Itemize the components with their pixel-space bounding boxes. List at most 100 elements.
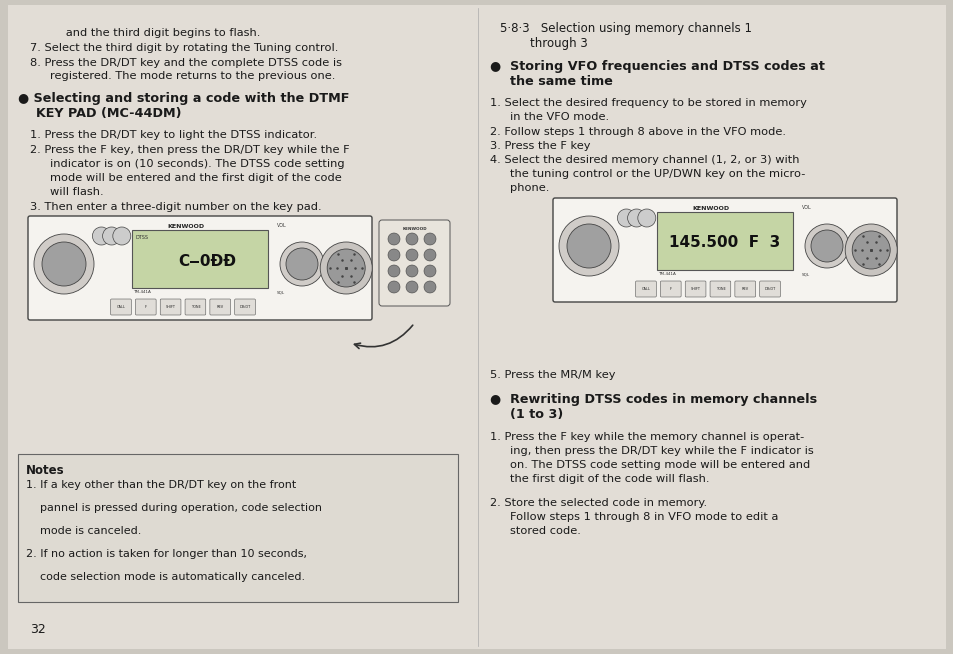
Text: 8. Press the DR/DT key and the complete DTSS code is: 8. Press the DR/DT key and the complete … [30,58,341,68]
FancyBboxPatch shape [659,281,680,297]
FancyBboxPatch shape [111,299,132,315]
Text: TONE: TONE [191,305,200,309]
FancyBboxPatch shape [28,216,372,320]
Text: KENWOOD: KENWOOD [168,224,205,229]
Text: VOL: VOL [276,223,286,228]
Text: will flash.: will flash. [50,187,104,197]
Text: 1. Press the DR/DT key to light the DTSS indicator.: 1. Press the DR/DT key to light the DTSS… [30,130,316,140]
Circle shape [406,265,417,277]
Circle shape [112,227,131,245]
Circle shape [423,265,436,277]
Text: Follow steps 1 through 8 in VFO mode to edit a: Follow steps 1 through 8 in VFO mode to … [510,512,778,522]
Circle shape [627,209,645,227]
Text: mode will be entered and the first digit of the code: mode will be entered and the first digit… [50,173,341,183]
Circle shape [327,249,365,287]
Circle shape [406,233,417,245]
Text: the first digit of the code will flash.: the first digit of the code will flash. [510,474,709,484]
Text: ing, then press the DR/DT key while the F indicator is: ing, then press the DR/DT key while the … [510,446,813,456]
Text: the tuning control or the UP/DWN key on the micro-: the tuning control or the UP/DWN key on … [510,169,804,179]
Text: 2. Press the F key, then press the DR/DT key while the F: 2. Press the F key, then press the DR/DT… [30,145,349,155]
Text: 4. Select the desired memory channel (1, 2, or 3) with: 4. Select the desired memory channel (1,… [490,155,799,165]
Text: SQL: SQL [801,273,809,277]
Text: ●  Storing VFO frequencies and DTSS codes at: ● Storing VFO frequencies and DTSS codes… [490,60,824,73]
Text: ● Selecting and storing a code with the DTMF: ● Selecting and storing a code with the … [18,92,349,105]
FancyBboxPatch shape [210,299,231,315]
FancyBboxPatch shape [709,281,730,297]
Text: mode is canceled.: mode is canceled. [26,526,141,536]
Text: CALL: CALL [640,287,650,291]
Circle shape [638,209,655,227]
Circle shape [34,234,94,294]
FancyBboxPatch shape [135,299,156,315]
Circle shape [844,224,896,276]
Text: pannel is pressed during operation, code selection: pannel is pressed during operation, code… [26,503,322,513]
Text: phone.: phone. [510,183,549,193]
Text: 2. Store the selected code in memory.: 2. Store the selected code in memory. [490,498,706,508]
Text: and the third digit begins to flash.: and the third digit begins to flash. [55,28,260,38]
Text: 145.500  F  3: 145.500 F 3 [669,235,780,250]
Circle shape [810,230,842,262]
Text: KEY PAD (MC-44DM): KEY PAD (MC-44DM) [36,107,181,120]
Circle shape [388,249,399,261]
Text: 1. If a key other than the DR/DT key on the front: 1. If a key other than the DR/DT key on … [26,480,296,490]
Circle shape [617,209,635,227]
Circle shape [558,216,618,276]
Circle shape [320,242,372,294]
Text: code selection mode is automatically canceled.: code selection mode is automatically can… [26,572,305,582]
Bar [657,212,792,270]
Text: SQL: SQL [276,291,284,295]
Text: 1. Press the F key while the memory channel is operat-: 1. Press the F key while the memory chan… [490,432,803,442]
Text: stored code.: stored code. [510,526,580,536]
FancyBboxPatch shape [759,281,780,297]
Text: 1. Select the desired frequency to be stored in memory: 1. Select the desired frequency to be st… [490,98,806,108]
Circle shape [103,227,120,245]
FancyBboxPatch shape [234,299,255,315]
Circle shape [42,242,86,286]
Text: SHIFT: SHIFT [166,305,175,309]
Text: DR/DT: DR/DT [763,287,775,291]
Text: Notes: Notes [26,464,65,477]
Circle shape [566,224,610,268]
Circle shape [286,248,317,280]
FancyBboxPatch shape [553,198,896,302]
Bar [18,454,457,602]
Text: KENWOOD: KENWOOD [692,206,729,211]
Text: indicator is on (10 seconds). The DTSS code setting: indicator is on (10 seconds). The DTSS c… [50,159,344,169]
Text: VOL: VOL [801,205,811,210]
Text: 32: 32 [30,623,46,636]
Text: (1 to 3): (1 to 3) [510,408,562,421]
Bar [132,230,268,288]
Text: registered. The mode returns to the previous one.: registered. The mode returns to the prev… [50,71,335,81]
Text: 3. Then enter a three-digit number on the key pad.: 3. Then enter a three-digit number on th… [30,202,321,212]
Text: on. The DTSS code setting mode will be entered and: on. The DTSS code setting mode will be e… [510,460,809,470]
Text: REV: REV [216,305,224,309]
Text: 2. If no action is taken for longer than 10 seconds,: 2. If no action is taken for longer than… [26,549,307,559]
FancyBboxPatch shape [635,281,656,297]
Circle shape [406,249,417,261]
Text: KENWOOD: KENWOOD [402,227,426,231]
Circle shape [851,231,889,269]
Text: CALL: CALL [116,305,125,309]
FancyBboxPatch shape [734,281,755,297]
FancyBboxPatch shape [684,281,705,297]
Text: 7. Select the third digit by rotating the Tuning control.: 7. Select the third digit by rotating th… [30,43,338,53]
Text: 2. Follow steps 1 through 8 above in the VFO mode.: 2. Follow steps 1 through 8 above in the… [490,127,785,137]
Text: TM-441A: TM-441A [658,272,676,276]
Text: F: F [145,305,147,309]
Text: REV: REV [740,287,748,291]
FancyBboxPatch shape [160,299,181,315]
Text: C‒0ÐÐ: C‒0ÐÐ [177,254,235,269]
FancyBboxPatch shape [378,220,450,306]
Circle shape [406,281,417,293]
Text: DTSS: DTSS [136,235,149,240]
Text: 3. Press the F key: 3. Press the F key [490,141,590,151]
Text: 5. Press the MR/M key: 5. Press the MR/M key [490,370,615,380]
Text: TM-441A: TM-441A [133,290,151,294]
Text: TONE: TONE [715,287,724,291]
Text: DR/DT: DR/DT [239,305,251,309]
Text: in the VFO mode.: in the VFO mode. [510,112,608,122]
Circle shape [423,233,436,245]
Circle shape [388,233,399,245]
Circle shape [388,281,399,293]
Text: through 3: through 3 [530,37,587,50]
